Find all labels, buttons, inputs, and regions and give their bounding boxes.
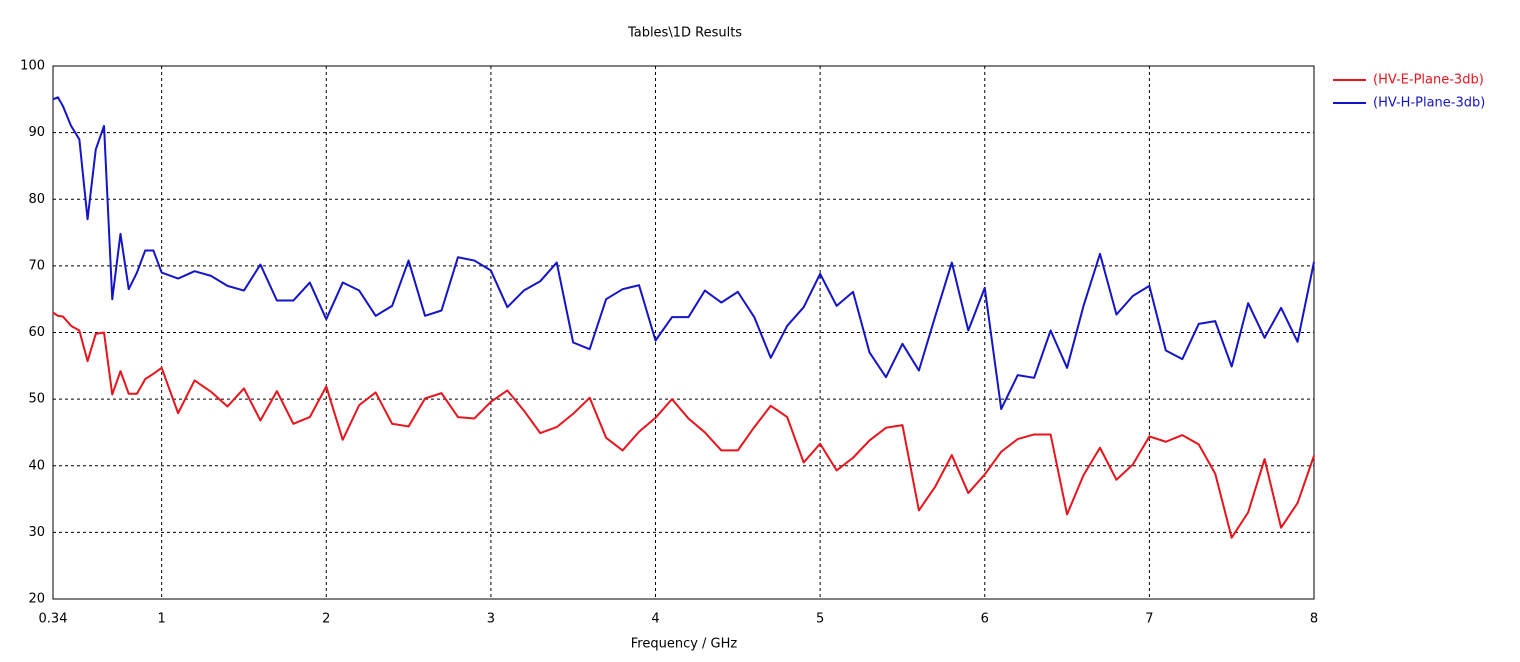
plot-frame (52, 65, 1315, 600)
y-tick-label: 80 (28, 192, 45, 207)
y-tick-label: 20 (28, 592, 45, 607)
x-axis-label: Frequency / GHz (631, 637, 738, 652)
y-tick-label: 50 (28, 392, 45, 407)
x-tick-label: 7 (1145, 612, 1153, 627)
x-tick-label: 5 (816, 612, 824, 627)
x-tick-label: 6 (981, 612, 989, 627)
y-tick-label: 30 (28, 525, 45, 540)
y-tick-label: 100 (20, 59, 45, 74)
y-tick-label: 70 (28, 258, 45, 273)
x-tick-label: 1 (158, 612, 166, 627)
legend-label: (HV-H-Plane-3db) (1373, 96, 1485, 111)
x-tick-label: 3 (487, 612, 495, 627)
y-tick-label: 90 (28, 125, 45, 140)
data-line (52, 311, 1315, 539)
x-tick-label: 8 (1310, 612, 1318, 627)
legend-label: (HV-E-Plane-3db) (1373, 73, 1484, 88)
x-tick-label: 4 (651, 612, 659, 627)
data-line (52, 96, 1315, 411)
y-tick-label: 40 (28, 458, 45, 473)
chart-title: Tables\1D Results (627, 26, 742, 41)
x-tick-label: 0.34 (39, 612, 68, 627)
y-tick-label: 60 (28, 325, 45, 340)
x-tick-label: 2 (322, 612, 330, 627)
